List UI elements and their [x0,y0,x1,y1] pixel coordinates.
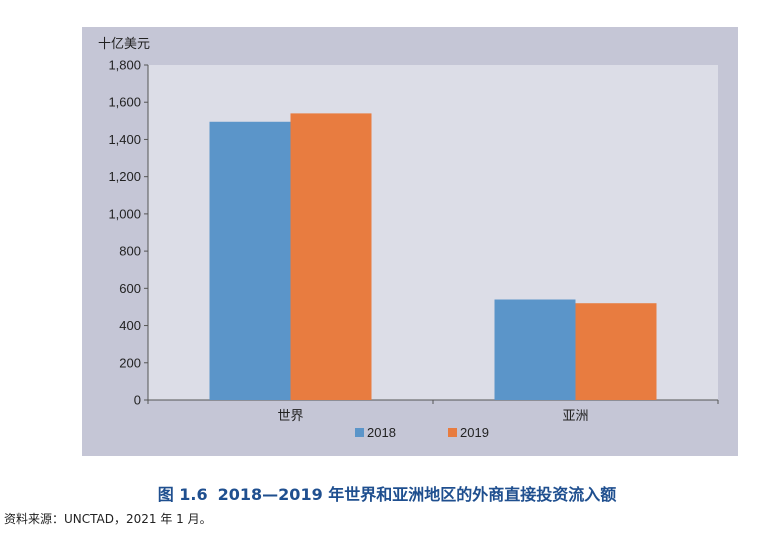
bar-chart: 0 200 400 600 800 1,000 1,200 1,400 1,600 1,800 十亿… [98,36,719,440]
y-tick-label: 200 [119,355,141,370]
figure-caption: 图 1.6 2018—2019 年世界和亚洲地区的外商直接投资流入额 [0,481,774,505]
y-tick-label: 400 [119,318,141,333]
legend-label-2019: 2019 [460,425,489,440]
bar-2018-1 [209,121,291,400]
y-tick-label: 1,000 [108,206,141,221]
y-axis-title: 十亿美元 [98,36,150,51]
legend-swatch-2019 [448,428,457,437]
bar-2019-1 [290,113,372,400]
y-tick-label: 800 [119,244,141,259]
source-note: 资料来源：UNCTAD，2021 年 1 月。 [4,512,212,526]
legend-label-2018: 2018 [367,425,396,440]
y-tick-label: 600 [119,281,141,296]
y-tick-label: 0 [134,393,141,408]
x-category-label: 世界 [277,408,303,423]
y-tick-label: 1,400 [108,132,141,147]
y-tick-label: 1,800 [108,58,141,73]
figure-title: 2018—2019 年世界和亚洲地区的外商直接投资流入额 [217,485,617,504]
figure-number: 图 1.6 [157,485,208,504]
y-tick-label: 1,200 [108,169,141,184]
chart-panel: 0 200 400 600 800 1,000 1,200 1,400 1,600 1,800 十亿… [82,27,738,456]
x-category-label: 亚洲 [562,408,588,423]
y-tick-label: 1,600 [108,95,141,110]
legend-swatch-2018 [355,428,364,437]
bar-2019-2 [575,303,657,400]
bar-2018-2 [494,299,576,400]
